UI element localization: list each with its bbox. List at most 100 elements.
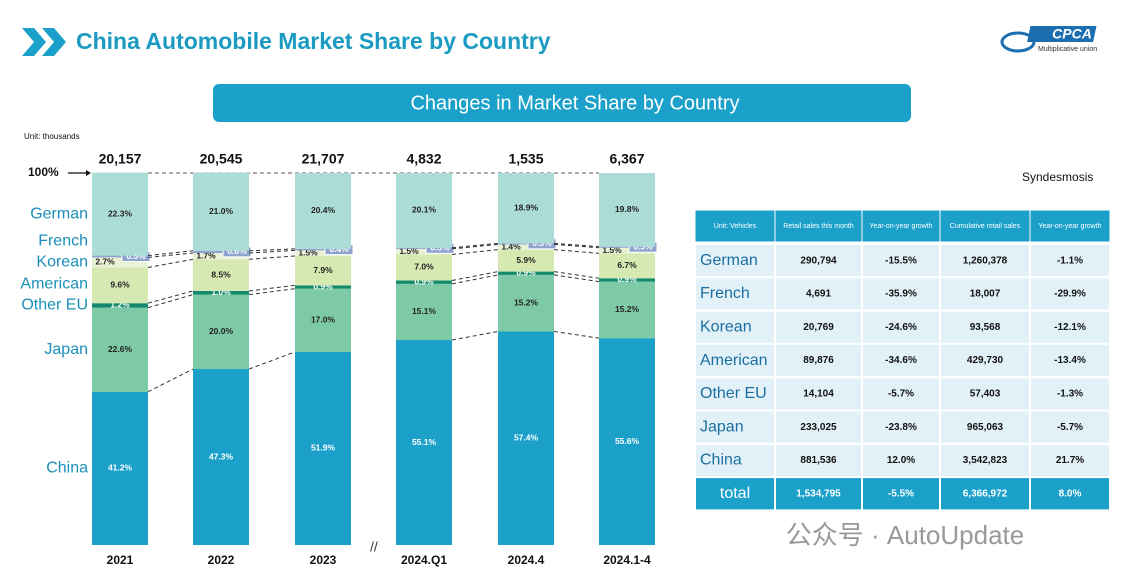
table-text: -1.1%: [1057, 255, 1083, 266]
value-label: 0.5%: [126, 251, 146, 261]
bar-segment: [193, 369, 249, 545]
table-total-cell: [939, 476, 1031, 512]
table-cell: [694, 309, 776, 345]
total-label: 1,535: [508, 151, 543, 167]
total-label: 6,367: [609, 151, 644, 167]
table-cell: [694, 243, 776, 279]
table-cell: [1029, 442, 1111, 479]
table-text: 18,007: [970, 289, 1001, 300]
x-tick-label: 2024.Q1: [401, 553, 447, 567]
bar-segment: [295, 250, 351, 256]
table-text: -5.7%: [1057, 422, 1083, 433]
page-title: China Automobile Market Share by Country: [76, 28, 551, 54]
table-text: 21.7%: [1056, 455, 1084, 466]
table-cell: [861, 342, 941, 379]
bar-segment: [599, 278, 655, 282]
connector: [451, 243, 499, 250]
x-tick-label: 2024.1-4: [603, 553, 651, 567]
connector: [553, 274, 600, 283]
series-label: Japan: [44, 341, 88, 358]
table-text: French: [700, 285, 750, 302]
value-label: 1.0%: [211, 287, 231, 297]
table-header-text: Year-on-year growth: [869, 223, 932, 230]
bar-segment: [498, 331, 554, 545]
table-cell: [774, 276, 863, 312]
bar-segment: [295, 288, 351, 352]
table-text: 3,542,823: [963, 455, 1008, 466]
value-label: 17.0%: [311, 315, 336, 325]
table-text: 233,025: [800, 422, 837, 433]
bar-segment: [295, 285, 351, 289]
table-text: -5.5%: [888, 488, 914, 499]
table-text: 881,536: [800, 455, 837, 466]
bar-segment: [396, 280, 452, 284]
table-cell: [1029, 309, 1111, 345]
table-text: -35.9%: [885, 289, 917, 300]
series-label: American: [20, 276, 88, 293]
watermark: 公众号 · AutoUpdate: [786, 520, 1024, 550]
x-tick-label: 2021: [107, 553, 134, 567]
value-label: 1.4%: [501, 241, 521, 251]
x-tick-label: 2022: [208, 553, 235, 567]
value-label: 0.9%: [313, 281, 333, 291]
series-label: China: [46, 460, 88, 477]
bar-segment: [193, 294, 249, 370]
value-label: 22.3%: [108, 208, 133, 218]
bar-segment: [193, 252, 249, 260]
bar-segment: [599, 281, 655, 339]
value-label: 55.6%: [615, 436, 640, 446]
table-cell: [861, 309, 941, 345]
connector: [248, 248, 296, 252]
table-cell: [694, 342, 776, 379]
value-label: 1.5%: [602, 245, 622, 255]
table-header-cell: [774, 209, 863, 243]
bar-segment: [396, 340, 452, 545]
table-cell: [861, 376, 941, 412]
table-text: 6,366,972: [963, 488, 1008, 499]
table-header-cell: [939, 209, 1031, 243]
value-label: 0.9%: [414, 276, 434, 286]
connector: [553, 249, 600, 254]
connector: [451, 274, 499, 285]
connector: [147, 294, 194, 309]
table-text: total: [720, 485, 750, 502]
y-tick-label: 100%: [28, 165, 59, 179]
table-text: -1.3%: [1057, 388, 1083, 399]
logo-subtitle: Multiplicative union: [1038, 46, 1097, 53]
value-label: 1.5%: [298, 247, 318, 257]
table-text: -23.8%: [885, 422, 917, 433]
banner: [213, 84, 911, 122]
connector: [451, 271, 499, 281]
value-label: 47.3%: [209, 451, 234, 461]
table-header-text: Cumulative retail sales: [950, 223, 1021, 230]
value-label: 15.1%: [412, 306, 437, 316]
bar-segment: [599, 246, 655, 248]
table-cell: [694, 376, 776, 412]
table-header-text: Retail sales this month: [783, 223, 854, 230]
bar-segment: [498, 173, 554, 244]
banner-text: Changes in Market Share by Country: [410, 92, 739, 114]
total-label: 20,157: [99, 151, 142, 167]
bar-segment: [498, 249, 554, 272]
chevron-icon: [22, 28, 46, 56]
bar-segment: [599, 253, 655, 279]
bar-segment: [92, 391, 148, 545]
bar-segment: [92, 267, 148, 304]
bar-segment: [193, 290, 249, 295]
bar-segment: [396, 247, 452, 249]
value-label: 0.6%: [227, 246, 247, 256]
bar-segment: [295, 351, 351, 545]
x-tick-label: 2023: [310, 553, 337, 567]
table-header-text: Year-on-year growth: [1038, 223, 1101, 230]
table-cell: [939, 409, 1031, 445]
table-text: Korean: [700, 318, 752, 335]
table-total-cell: [1029, 476, 1111, 512]
bar-segment: [193, 172, 249, 251]
connector: [553, 271, 600, 279]
value-label: 20.4%: [311, 205, 336, 215]
value-label: 55.1%: [412, 437, 437, 447]
total-label: 21,707: [302, 151, 345, 167]
bar-segment: [92, 303, 148, 308]
bar-segment: [92, 307, 148, 392]
connector: [553, 243, 600, 249]
